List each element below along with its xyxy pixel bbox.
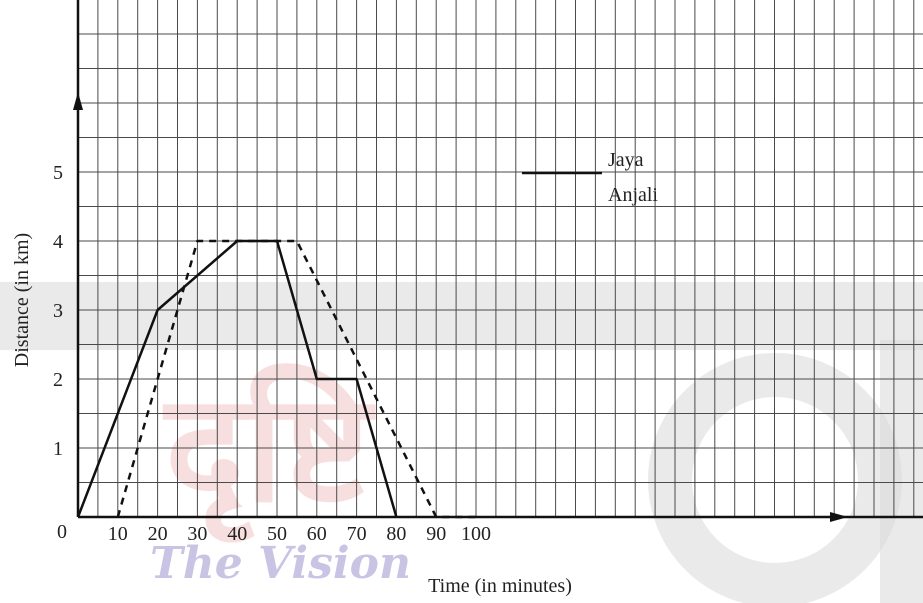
y-tick-label: 4 — [53, 231, 63, 253]
legend-label-jaya: Jaya — [608, 149, 644, 171]
y-axis-arrow-icon — [73, 92, 83, 110]
y-tick-label: 5 — [53, 162, 63, 184]
x-axis-arrow-icon — [830, 512, 848, 522]
watermark-tagline: The Vision — [150, 538, 411, 589]
x-tick-label: 100 — [461, 523, 491, 545]
watermark: दृष्टि The Vision — [0, 282, 923, 603]
x-tick-label: 40 — [227, 523, 247, 545]
watermark-pillar — [880, 340, 923, 603]
x-tick-label: 90 — [426, 523, 446, 545]
y-tick-label: 3 — [53, 300, 63, 322]
y-axis-label: Distance (in km) — [11, 233, 33, 367]
origin-label: 0 — [57, 521, 67, 543]
watermark-bar — [0, 282, 923, 350]
x-tick-label: 70 — [347, 523, 367, 545]
x-tick-label: 60 — [307, 523, 327, 545]
x-axis-label: Time (in minutes) — [428, 575, 572, 597]
x-tick-label: 50 — [267, 523, 287, 545]
series-layer — [76, 239, 476, 519]
y-tick-label: 1 — [53, 438, 63, 460]
x-tick-label: 30 — [187, 523, 207, 545]
legend: Jaya Anjali — [522, 149, 658, 206]
axes — [73, 0, 923, 522]
y-tick-label: 2 — [53, 369, 63, 391]
legend-label-anjali: Anjali — [608, 184, 658, 206]
x-tick-label: 10 — [108, 523, 128, 545]
x-tick-label: 20 — [148, 523, 168, 545]
x-tick-label: 80 — [386, 523, 406, 545]
